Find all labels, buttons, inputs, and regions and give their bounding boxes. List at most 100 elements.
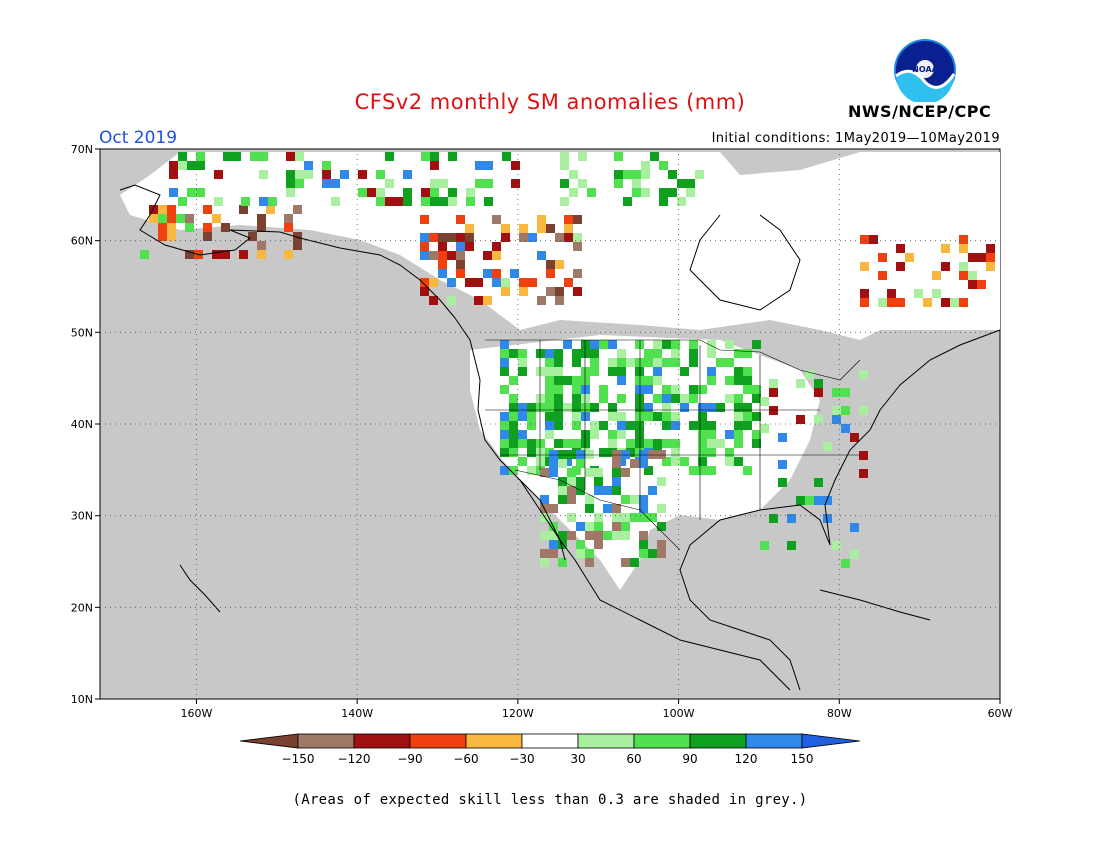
anomaly-cell [511, 161, 520, 170]
anomaly-cell [483, 251, 492, 260]
anomaly-cell [420, 278, 429, 287]
anomaly-cell [653, 340, 662, 349]
colorbar-left-arrow [239, 733, 299, 749]
anomaly-cell [484, 161, 493, 170]
lon-label: 60W [988, 707, 1013, 720]
anomaly-cell [558, 450, 567, 459]
anomaly-cell [549, 531, 558, 540]
anomaly-cell [760, 424, 769, 433]
anomaly-cell [456, 269, 465, 278]
anomaly-cell [639, 450, 648, 459]
anomaly-cell [576, 450, 585, 459]
anomaly-cell [725, 358, 734, 367]
anomaly-cell [545, 376, 554, 385]
anomaly-cell [626, 421, 635, 430]
anomaly-cell [707, 340, 716, 349]
anomaly-cell [511, 179, 520, 188]
anomaly-cell [644, 349, 653, 358]
anomaly-cell [509, 376, 518, 385]
anomaly-cell [484, 179, 493, 188]
anomaly-cell [187, 161, 196, 170]
anomaly-cell [178, 197, 187, 206]
anomaly-cell [599, 394, 608, 403]
anomaly-cell [545, 349, 554, 358]
anomaly-cell [832, 388, 841, 397]
anomaly-cell [716, 439, 725, 448]
anomaly-cell [648, 486, 657, 495]
anomaly-cell [662, 412, 671, 421]
anomaly-cell [518, 358, 527, 367]
anomaly-cell [769, 379, 778, 388]
anomaly-cell [438, 269, 447, 278]
anomaly-cell [257, 214, 266, 223]
anomaly-cell [677, 197, 686, 206]
anomaly-cell [671, 457, 680, 466]
anomaly-cell [644, 466, 653, 475]
anomaly-cell [968, 253, 977, 262]
anomaly-cell [456, 260, 465, 269]
anomaly-cell [212, 250, 221, 259]
anomaly-cell [671, 439, 680, 448]
anomaly-cell [420, 242, 429, 251]
anomaly-cell [743, 421, 752, 430]
anomaly-cell [734, 439, 743, 448]
anomaly-cell [814, 388, 823, 397]
anomaly-cell [573, 215, 582, 224]
anomaly-cell [549, 540, 558, 549]
anomaly-cell [698, 448, 707, 457]
anomaly-cell [322, 170, 331, 179]
lat-label: 30N [71, 510, 93, 523]
anomaly-cell [590, 358, 599, 367]
anomaly-cell [528, 233, 537, 242]
noaa-logo-icon: NOAA [894, 39, 956, 102]
anomaly-cell [859, 406, 868, 415]
lon-label: 120W [502, 707, 534, 720]
anomaly-cell [698, 457, 707, 466]
anomaly-cell [689, 340, 698, 349]
anomaly-cell [707, 421, 716, 430]
anomaly-cell [644, 385, 653, 394]
anomaly-cell [576, 522, 585, 531]
anomaly-cell [430, 197, 439, 206]
anomaly-cell [614, 179, 623, 188]
anomaly-cell [420, 233, 429, 242]
anomaly-cell [572, 412, 581, 421]
anomaly-cell [752, 385, 761, 394]
anomaly-cell [734, 403, 743, 412]
anomaly-cell [178, 152, 187, 161]
anomaly-cell [612, 477, 621, 486]
anomaly-cell [293, 232, 302, 241]
anomaly-cell [662, 358, 671, 367]
anomaly-cell [549, 504, 558, 513]
anomaly-cell [492, 269, 501, 278]
anomaly-cell [545, 403, 554, 412]
anomaly-cell [689, 358, 698, 367]
anomaly-cell [695, 170, 704, 179]
anomaly-cell [585, 522, 594, 531]
anomaly-cell [509, 448, 518, 457]
anomaly-cell [572, 403, 581, 412]
anomaly-cell [527, 412, 536, 421]
anomaly-cell [752, 439, 761, 448]
state-borders [485, 339, 861, 551]
anomaly-cell [185, 214, 194, 223]
anomaly-cell [590, 430, 599, 439]
anomaly-cell [841, 406, 850, 415]
anomaly-cell [657, 522, 666, 531]
anomaly-cell [590, 340, 599, 349]
anomaly-cell [850, 523, 859, 532]
anomaly-cell [465, 224, 474, 233]
anomaly-cell [214, 197, 223, 206]
anomaly-cell [385, 152, 394, 161]
anomaly-cell [509, 421, 518, 430]
anomaly-cell [537, 215, 546, 224]
anomaly-cell [734, 421, 743, 430]
anomaly-cell [537, 224, 546, 233]
anomaly-cell [518, 439, 527, 448]
anomaly-cell [878, 253, 887, 262]
anomaly-cell [662, 394, 671, 403]
anomaly-cell [429, 233, 438, 242]
anomaly-cell [447, 251, 456, 260]
anomaly-cell [581, 430, 590, 439]
anomaly-cell [169, 188, 178, 197]
